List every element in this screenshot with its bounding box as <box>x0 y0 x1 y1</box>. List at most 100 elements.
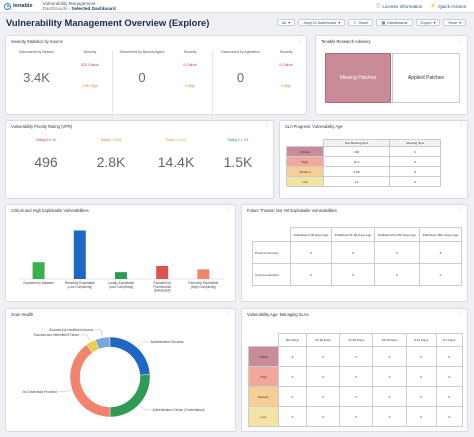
critical-count[interactable]: 0 Critical <box>279 63 293 67</box>
table-cell[interactable]: 0 <box>374 241 421 264</box>
kebab-menu-icon[interactable]: ⋮ <box>458 38 464 44</box>
high-count[interactable]: 0 High <box>280 84 292 88</box>
vpr-rating-label: Rating 9.0-10 <box>36 138 56 142</box>
table-cell[interactable]: 0 <box>372 346 407 367</box>
license-info-link[interactable]: ⓘ License Information <box>376 3 423 9</box>
bar[interactable] <box>115 272 127 279</box>
column-header: 8-14 Days <box>405 333 437 347</box>
sla-progress-panel: SLA Progress: Vulnerability Age ⋮ Not Me… <box>279 120 468 199</box>
table-cell[interactable]: 0 <box>289 241 333 264</box>
table-cell[interactable]: 0 <box>405 406 437 427</box>
table-cell[interactable]: 0 <box>405 346 437 367</box>
table-cell[interactable]: 0 <box>278 386 307 407</box>
filter-select[interactable]: All ▾ <box>276 19 296 26</box>
table-cell[interactable]: 0 <box>419 263 462 286</box>
row-label: Proof of Concept <box>252 241 291 264</box>
severity-stats-panel: Severity Statistics by Source ⋮ Discover… <box>5 35 307 127</box>
chevron-down-icon: ▾ <box>288 21 291 25</box>
critical-count[interactable]: 523 Critical <box>81 63 99 67</box>
bar[interactable] <box>156 265 169 279</box>
table-cell[interactable]: 0 <box>339 346 374 367</box>
table-cell[interactable]: 0 <box>305 386 341 407</box>
vpr-rating-value[interactable]: 2.8K <box>96 154 126 170</box>
quick-actions-label: Quick Actions <box>438 3 466 9</box>
source-nessus[interactable]: Discovered by Nessus 3.4K <box>9 46 64 139</box>
share-button[interactable]: ⇪ Share <box>348 19 374 26</box>
export-button[interactable]: Export ▾ <box>415 19 441 26</box>
table-cell[interactable]: 0 <box>331 241 376 264</box>
table-cell[interactable]: 0 <box>305 346 341 367</box>
table-cell[interactable]: 0 <box>389 146 441 157</box>
table-cell[interactable]: 0 <box>278 366 307 387</box>
kebab-menu-icon[interactable]: ⋮ <box>297 38 303 44</box>
x-tick-label: Remotely Exploitable (High Complexity) <box>188 281 218 289</box>
table-cell[interactable]: 0 <box>289 263 333 286</box>
table-cell[interactable]: 0 <box>435 346 463 367</box>
dashboards-button[interactable]: ▦ Dashboards <box>376 19 413 26</box>
donut-slice[interactable] <box>69 344 111 418</box>
vpr-rating-value[interactable]: 14.4K <box>157 154 195 170</box>
high-count[interactable]: 2.9K High <box>82 84 98 88</box>
table-cell[interactable]: 0 <box>405 366 437 387</box>
table-cell[interactable]: 6 <box>419 241 462 264</box>
table-cell[interactable]: 0 <box>339 366 374 387</box>
kebab-menu-icon[interactable]: ⋮ <box>226 311 232 317</box>
table-cell[interactable]: 0 <box>372 366 407 387</box>
tenable-logo[interactable]: tenable <box>4 2 33 10</box>
table-cell[interactable]: 9 <box>278 346 307 367</box>
source-nessus-agent[interactable]: Discovered by Nessus Agent 0 <box>113 46 171 139</box>
kebab-menu-icon[interactable]: ⋮ <box>458 207 464 213</box>
export-label: Export <box>420 20 432 25</box>
share-icon: ⇪ <box>353 21 357 25</box>
kebab-menu-icon[interactable]: ⋮ <box>458 123 464 129</box>
table-cell[interactable]: 19 <box>322 176 391 187</box>
table-cell[interactable]: 0 <box>305 406 341 427</box>
table-cell[interactable]: 0 <box>372 386 407 407</box>
table-cell[interactable]: 11.4 <box>322 156 391 167</box>
product-name: Vulnerability Management <box>42 0 96 6</box>
quick-actions-link[interactable]: ⚡ Quick Actions <box>430 3 466 9</box>
vpr-rating-value[interactable]: 496 <box>34 154 58 170</box>
table-cell[interactable]: 0 <box>339 406 374 427</box>
breadcrumb: Vulnerability Management Dashboards › Se… <box>43 1 116 12</box>
table-cell[interactable]: 0 <box>278 406 307 427</box>
x-tick-label: Exploited by Malware <box>23 281 54 285</box>
critical-count[interactable]: 0 Critical <box>183 63 197 67</box>
vuln-age-table: 90+ Days 61-90 Days 31-60 Days 15-30 Day… <box>248 333 463 427</box>
kebab-menu-icon[interactable]: ⋮ <box>226 207 232 213</box>
bar[interactable] <box>32 262 45 279</box>
vpr-rating-value[interactable]: 1.5K <box>223 154 253 170</box>
table-cell[interactable]: 2.6K <box>322 166 391 177</box>
table-cell[interactable]: 0 <box>372 406 407 427</box>
table-cell[interactable]: 0 <box>435 366 463 387</box>
leader-line <box>58 389 72 393</box>
table-cell[interactable]: 0 <box>405 386 437 407</box>
column-header: 61-90 Days <box>305 333 341 347</box>
table-cell[interactable]: 0 <box>435 386 463 407</box>
donut-slice[interactable] <box>109 374 151 418</box>
table-cell[interactable]: 0 <box>331 263 376 286</box>
more-button[interactable]: More ▾ <box>443 19 466 26</box>
table-cell[interactable]: 0 <box>389 166 441 177</box>
source-agentless[interactable]: Discovered by Agentless 0 <box>213 46 268 139</box>
missing-patches-tile[interactable]: Missing Patches <box>325 53 391 103</box>
table-cell[interactable]: 0 <box>374 263 421 286</box>
donut-slice[interactable] <box>109 336 151 376</box>
table-cell[interactable]: 0 <box>435 406 463 427</box>
bar[interactable] <box>73 230 86 279</box>
table-cell[interactable]: 180 <box>322 146 391 157</box>
jump-to-dashboard-select[interactable]: Jump to Dashboard ▾ <box>298 19 346 26</box>
table-cell[interactable]: 0 <box>305 366 341 387</box>
applied-patches-tile[interactable]: Applied Patches <box>392 53 460 103</box>
severity-label: High <box>286 156 324 167</box>
high-count[interactable]: 0 High <box>184 84 196 88</box>
kebab-menu-icon[interactable]: ⋮ <box>458 311 464 317</box>
kebab-menu-icon[interactable]: ⋮ <box>264 123 270 129</box>
research-advisory-panel: Tenable Research Advisory ⋮ Missing Patc… <box>315 35 468 115</box>
bar[interactable] <box>197 269 210 279</box>
table-cell[interactable]: 0 <box>389 176 441 187</box>
breadcrumb-dashboards[interactable]: Dashboards <box>42 6 68 11</box>
table-cell[interactable]: 0 <box>389 156 441 167</box>
table-cell[interactable]: 0 <box>339 386 374 407</box>
x-tick-label: Exploited by Frameworks (Metasploit) <box>153 281 171 293</box>
